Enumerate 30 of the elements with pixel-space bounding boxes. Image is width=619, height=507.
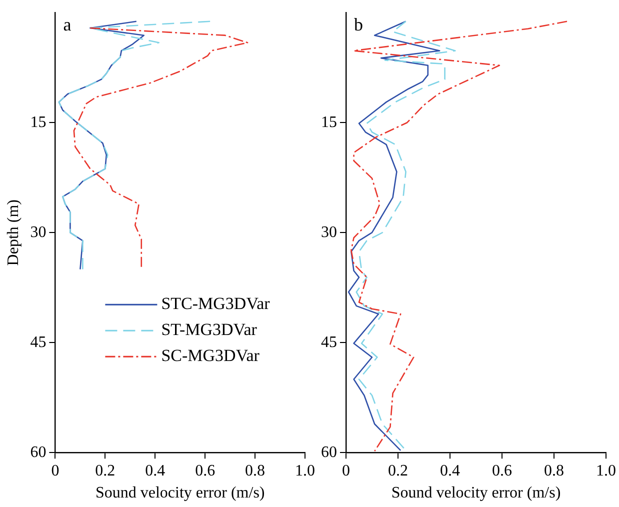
x-axis-title: Sound velocity error (m/s): [391, 484, 561, 502]
x-tick-label: 0.8: [544, 462, 564, 480]
chart-title: a: [63, 14, 72, 34]
x-tick-label: 0.4: [440, 462, 460, 480]
x-tick-label: 1.0: [596, 462, 616, 480]
x-tick-label: 0.2: [95, 462, 116, 480]
x-tick-label: 0: [51, 462, 60, 480]
legend-label: STC-MG3DVar: [161, 294, 270, 314]
y-tick-label: 60: [30, 444, 46, 461]
x-tick-label: 0.4: [145, 462, 166, 480]
y-tick-label: 45: [321, 334, 337, 351]
x-tick-label: 1.0: [295, 462, 315, 480]
y-tick-label: 30: [321, 224, 337, 241]
x-axis-title: Sound velocity error (m/s): [95, 484, 265, 502]
line-series: [73, 27, 248, 270]
y-axis-title: Depth (m): [4, 200, 22, 266]
chart-title: b: [354, 14, 363, 34]
x-tick-label: 0.6: [492, 462, 512, 480]
y-tick-label: 15: [30, 114, 46, 131]
legend-label: SC-MG3DVar: [161, 346, 260, 366]
x-tick-label: 0: [342, 462, 350, 480]
x-tick-label: 0.8: [245, 462, 266, 480]
legend-label: ST-MG3DVar: [161, 320, 258, 340]
line-series: [58, 20, 211, 270]
y-tick-label: 30: [30, 224, 46, 241]
y-tick-label: 45: [30, 334, 46, 351]
x-tick-label: 0.6: [195, 462, 216, 480]
x-tick-label: 0.2: [388, 462, 408, 480]
y-tick-label: 60: [321, 444, 337, 461]
y-tick-label: 15: [321, 114, 337, 131]
